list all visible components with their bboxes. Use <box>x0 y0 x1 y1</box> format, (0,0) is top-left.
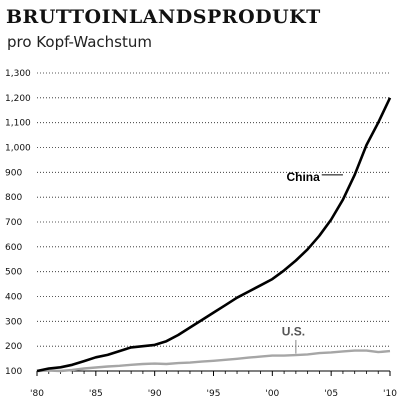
x-tick-label: '05 <box>324 389 338 399</box>
y-tick-label: 300 <box>5 317 22 327</box>
series-line-china <box>36 97 392 373</box>
grid-lines <box>37 72 390 347</box>
y-tick-label: 1,200 <box>5 94 31 104</box>
x-tick-label: '00 <box>265 389 279 399</box>
series-labels: China U.S. <box>282 170 343 354</box>
chart-subtitle: pro Kopf-Wachstum <box>7 33 152 51</box>
x-tick-label: '90 <box>148 389 162 399</box>
y-tick-label: 800 <box>5 193 22 203</box>
y-tick-label: 600 <box>5 243 22 253</box>
x-axis-ticks: '80 '85 '90 '95 '00 '05 '10 <box>30 371 397 399</box>
y-tick-label: 900 <box>5 168 22 178</box>
x-tick-label: '80 <box>30 389 44 399</box>
series-label-us: U.S. <box>282 324 305 338</box>
y-tick-label: 400 <box>5 293 22 303</box>
y-tick-label: 100 <box>5 367 22 377</box>
y-tick-label: 200 <box>5 342 22 352</box>
y-tick-label: 1,300 <box>5 69 31 79</box>
y-tick-label: 1,100 <box>5 119 31 129</box>
y-axis-ticks: 100 200 300 400 500 600 700 800 900 1,000 1,100 1,2… <box>5 69 31 377</box>
y-tick-label: 700 <box>5 218 22 228</box>
series-label-china: China <box>286 170 320 184</box>
series-line-us <box>36 349 391 373</box>
x-tick-label: '95 <box>207 389 221 399</box>
y-tick-label: 500 <box>5 268 22 278</box>
y-tick-label: 1,000 <box>5 144 31 154</box>
series-lines <box>36 97 392 373</box>
x-tick-label: '10 <box>383 389 397 399</box>
chart-title: BRUTTOINLANDSPRODUKT <box>6 6 321 28</box>
x-tick-label: '85 <box>89 389 103 399</box>
